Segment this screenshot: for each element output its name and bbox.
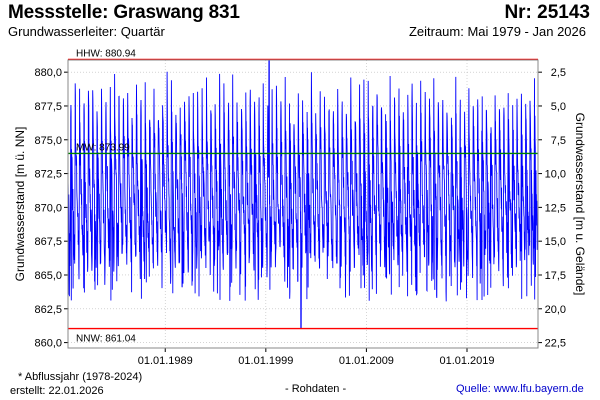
y-right-tick-label: 15,0 [545,236,566,248]
x-tick-label: 01.01.1999 [238,355,293,367]
axes: 880,0 877,5 875,0 872,5 870,0 867,5 865,0 862,5… [13,59,587,367]
y-tick-label: 865,0 [34,270,62,282]
period-label: Zeitraum: Mai 1979 - Jan 2026 [408,24,586,39]
x-tick-label: 01.01.2009 [339,355,394,367]
y-right-tick-label: 2,5 [551,67,566,79]
y-right-tick-label: 5,0 [551,101,566,113]
y-tick-label: 875,0 [34,135,62,147]
y-tick-label: 867,5 [34,236,62,248]
series-layer [67,59,539,329]
hhw-label: HHW: 880.94 [76,48,136,59]
y-tick-label: 870,0 [34,202,62,214]
y-right-tick-label: 7,5 [551,135,566,147]
footer-source-link[interactable]: Quelle: www.lfu.bayern.de [456,383,584,395]
station-title: Messstelle: Graswang 831 [8,2,240,23]
y-tick-label: 872,5 [34,169,62,181]
y-right-tick-label: 10,0 [545,169,566,181]
groundwater-level-line [67,59,539,329]
x-tick-label: 01.01.1989 [138,355,193,367]
plot-frame [67,59,539,349]
footer-created: erstellt: 22.01.2026 [10,385,104,397]
footer-note: * Abflussjahr (1978-2024) [18,371,143,383]
y-tick-label: 862,5 [34,304,62,316]
station-number: Nr: 25143 [504,2,590,23]
mw-label: MW: 873.99 [76,142,130,153]
y-tick-label: 877,5 [34,101,62,113]
y-tick-label: 880,0 [34,67,62,79]
nnw-label: NNW: 861.04 [76,334,136,345]
x-tick-label: 01.01.2019 [439,355,494,367]
y-right-tick-label: 12,5 [545,202,566,214]
footer-rawdata: - Rohdaten - [285,383,347,395]
y-axis-title: Grundwasserstand [m ü. NN] [13,127,27,282]
y-right-axis-title: Grundwasserstand [m u. Gelände] [573,113,587,296]
aquifer-label: Grundwasserleiter: Quartär [8,24,165,39]
y-tick-label: 860,0 [34,338,62,350]
y-right-tick-label: 17,5 [545,270,566,282]
y-right-tick-label: 22,5 [545,338,566,350]
reference-lines: HHW: 880.94 MW: 873.99 NNW: 861.04 [68,48,538,345]
y-right-tick-label: 20,0 [545,304,566,316]
